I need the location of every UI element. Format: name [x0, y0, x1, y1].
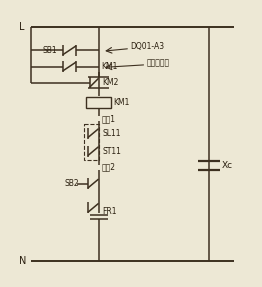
Text: 线芯2: 线芯2 — [101, 163, 115, 172]
Text: SB1: SB1 — [43, 46, 57, 55]
Text: Xc: Xc — [222, 161, 233, 170]
Text: 交流接触器: 交流接触器 — [146, 59, 170, 67]
Text: KM1: KM1 — [101, 62, 118, 71]
Bar — [84, 124, 99, 160]
Text: SL11: SL11 — [102, 129, 121, 138]
Text: SB2: SB2 — [64, 179, 79, 188]
Text: DQ01-A3: DQ01-A3 — [130, 42, 164, 51]
Text: KM1: KM1 — [113, 98, 129, 107]
Text: KM2: KM2 — [102, 78, 119, 87]
Text: 线芯1: 线芯1 — [101, 114, 115, 123]
Text: ST11: ST11 — [102, 147, 121, 156]
Bar — [86, 97, 111, 108]
Text: N: N — [19, 256, 26, 266]
Text: FR1: FR1 — [102, 207, 117, 216]
Text: L: L — [19, 22, 24, 32]
